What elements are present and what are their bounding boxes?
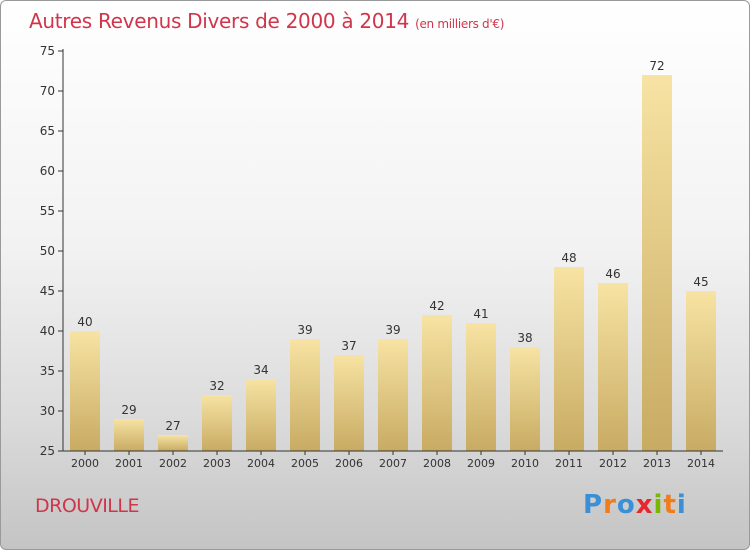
x-tick-label: 2013	[643, 457, 671, 470]
bar	[290, 339, 320, 451]
y-tick-label: 45	[40, 284, 55, 298]
y-tick-label: 25	[40, 444, 55, 458]
bar-value-label: 39	[297, 323, 312, 337]
bar-value-label: 48	[561, 251, 576, 265]
x-tick-label: 2004	[247, 457, 275, 470]
y-tick-label: 30	[40, 404, 55, 418]
logo-letter: t	[663, 490, 677, 520]
y-tick-label: 40	[40, 324, 55, 338]
y-tick-label: 35	[40, 364, 55, 378]
bar	[686, 291, 716, 451]
bar	[70, 331, 100, 451]
bar	[642, 75, 672, 451]
bar	[202, 395, 232, 451]
x-tick-label: 2007	[379, 457, 407, 470]
x-tick-label: 2008	[423, 457, 451, 470]
bar-value-label: 34	[253, 363, 268, 377]
x-tick-label: 2000	[71, 457, 99, 470]
x-tick-label: 2001	[115, 457, 143, 470]
bar	[554, 267, 584, 451]
bar-value-label: 39	[385, 323, 400, 337]
chart-title-text: Autres Revenus Divers de 2000 à 2014	[29, 9, 410, 33]
bar	[114, 419, 144, 451]
x-tick-label: 2005	[291, 457, 319, 470]
bar	[334, 355, 364, 451]
logo-letter: r	[603, 490, 617, 520]
bar-value-label: 46	[605, 267, 620, 281]
chart-title: Autres Revenus Divers de 2000 à 2014 (en …	[29, 9, 504, 33]
x-tick-label: 2010	[511, 457, 539, 470]
bar	[378, 339, 408, 451]
y-tick-label: 60	[40, 164, 55, 178]
y-tick-label: 75	[40, 44, 55, 58]
x-tick-label: 2009	[467, 457, 495, 470]
x-tick-label: 2012	[599, 457, 627, 470]
y-tick-label: 65	[40, 124, 55, 138]
bar-value-label: 41	[473, 307, 488, 321]
bars: 40 29 27 32 34 39 37 39 42 41 38 48 46 72 45	[70, 59, 716, 451]
logo-letter: i	[653, 490, 664, 520]
x-tick-label: 2003	[203, 457, 231, 470]
x-tick-label: 2014	[687, 457, 715, 470]
y-tick-label: 50	[40, 244, 55, 258]
chart-unit-note: (en milliers d'€)	[415, 17, 505, 31]
bar-value-label: 38	[517, 331, 532, 345]
logo-letter: o	[616, 490, 636, 520]
bar-value-label: 40	[77, 315, 92, 329]
commune-name: DROUVILLE	[35, 495, 139, 517]
y-axis: 25 30 35 40 45 50 55 60 65 70 75	[40, 44, 64, 458]
bar	[466, 323, 496, 451]
proxiti-logo[interactable]: Proxiti	[583, 490, 687, 520]
logo-letter: P	[583, 490, 604, 520]
logo-letter: i	[676, 490, 687, 520]
bar-value-label: 29	[121, 403, 136, 417]
bar-value-label: 72	[649, 59, 664, 73]
logo-letter: x	[635, 490, 654, 520]
bar	[158, 435, 188, 451]
x-tick-label: 2002	[159, 457, 187, 470]
bar-value-label: 42	[429, 299, 444, 313]
y-tick-label: 70	[40, 84, 55, 98]
bar-value-label: 45	[693, 275, 708, 289]
bar	[246, 379, 276, 451]
bar-value-label: 37	[341, 339, 356, 353]
bar-value-label: 32	[209, 379, 224, 393]
y-tick-label: 55	[40, 204, 55, 218]
x-axis: 2000 2001 2002 2003 2004 2005 2006 2007 2008 2009…	[63, 450, 723, 470]
bar	[510, 347, 540, 451]
x-tick-label: 2011	[555, 457, 583, 470]
bar	[598, 283, 628, 451]
bar	[422, 315, 452, 451]
bar-value-label: 27	[165, 419, 180, 433]
x-tick-label: 2006	[335, 457, 363, 470]
